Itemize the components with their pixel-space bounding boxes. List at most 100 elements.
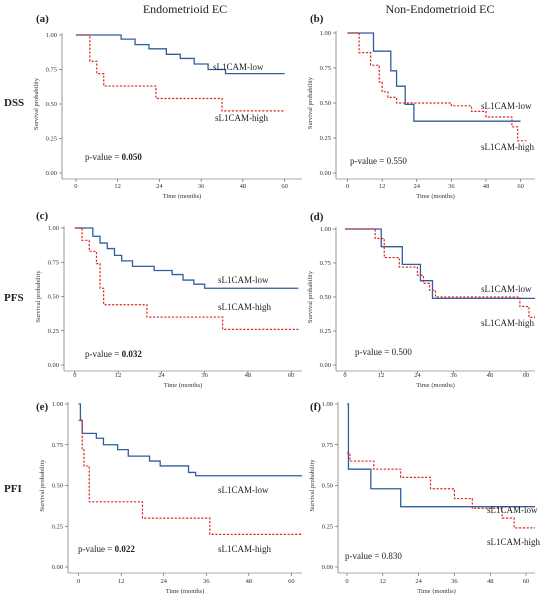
y-tick-label: 0.75: [320, 260, 331, 267]
y-tick-label: 1.00: [52, 401, 63, 408]
km-panel-b: (b) 0.00 0.25 0.50 0.75 1.00 0 12 24 36 48 60 Time (…: [307, 13, 535, 200]
row-label-dss: DSS: [4, 97, 24, 109]
km-panel-a: (a) 0.00 0.25 0.50 0.75 1.00 0 12 24 36 48 60 Time (…: [33, 13, 302, 200]
legend-label-sl1cam-low: sL1CAM-low: [218, 485, 269, 495]
y-tick-label: 0.25: [46, 136, 57, 143]
y-tick-label: 0.50: [48, 294, 59, 301]
panel-label: (c): [36, 210, 49, 222]
x-tick-label: 12: [115, 372, 122, 379]
series-line-sl1cam-high: [347, 32, 527, 142]
p-value-annotation: p-value = 0.032: [85, 349, 142, 359]
x-tick-label: 48: [245, 372, 252, 379]
series-line-sl1cam-high: [345, 228, 535, 318]
p-value-annotation: p-value = 0.022: [78, 544, 135, 554]
column-title-endometrioid: Endometrioid EC: [143, 2, 227, 16]
x-tick-label: 60: [288, 578, 295, 585]
panel-label: (b): [310, 13, 324, 25]
y-axis-label: Survival probability: [35, 270, 42, 323]
legend-label-sl1cam-high: sL1CAM-high: [481, 142, 535, 152]
y-axis-label: Survival probability: [39, 459, 46, 512]
x-axis-label: Time (months): [417, 588, 456, 595]
y-tick-label: 0.25: [52, 523, 63, 530]
x-tick-label: 36: [450, 372, 457, 379]
x-tick-label: 36: [448, 183, 455, 190]
y-tick-label: 0.50: [322, 483, 333, 490]
x-tick-label: 12: [379, 183, 386, 190]
legend-label-sl1cam-low: sL1CAM-low: [213, 62, 264, 72]
panel-label: (d): [310, 211, 324, 223]
x-axis-label: Time (months): [166, 588, 205, 595]
x-tick-label: 24: [415, 578, 422, 585]
y-tick-label: 0.25: [48, 328, 59, 335]
series-line-sl1cam-high: [346, 452, 535, 529]
km-panel-f: (f) 0.00 0.25 0.50 0.75 1.00 0 12 24 36 48 60 Time (…: [309, 401, 541, 595]
legend-label-sl1cam-low: sL1CAM-low: [481, 284, 532, 294]
panel-label: (f): [310, 401, 321, 413]
x-tick-label: 24: [414, 372, 421, 379]
series-line-sl1cam-low: [75, 34, 285, 75]
y-tick-label: 0.75: [52, 442, 63, 449]
y-tick-label: 1.00: [322, 401, 333, 408]
y-tick-label: 0.00: [46, 170, 57, 177]
x-tick-label: 24: [414, 183, 421, 190]
y-tick-label: 0.75: [46, 67, 57, 74]
series-line-sl1cam-low: [347, 32, 521, 122]
column-title-non-endometrioid: Non-Endometrioid EC: [386, 2, 495, 16]
panel-label: (e): [36, 401, 49, 413]
series-line-sl1cam-high: [74, 227, 299, 330]
x-tick-label: 12: [118, 578, 125, 585]
p-value-annotation: p-value = 0.830: [345, 551, 402, 561]
legend-label-sl1cam-high: sL1CAM-high: [215, 113, 269, 123]
x-tick-label: 12: [114, 183, 121, 190]
y-tick-label: 0.75: [48, 259, 59, 266]
series-line-sl1cam-high: [75, 34, 285, 112]
y-tick-label: 0.50: [320, 100, 331, 107]
legend-label-sl1cam-high: sL1CAM-high: [481, 318, 535, 328]
row-label-pfi: PFI: [4, 483, 22, 495]
x-tick-label: 36: [201, 372, 208, 379]
x-tick-label: 48: [487, 372, 494, 379]
legend-label-sl1cam-low: sL1CAM-low: [481, 101, 532, 111]
x-tick-label: 60: [517, 183, 524, 190]
panel-label: (a): [36, 13, 49, 25]
y-tick-label: 0.00: [48, 362, 59, 369]
x-tick-label: 24: [158, 372, 165, 379]
y-tick-label: 0.50: [320, 294, 331, 301]
km-panel-d: (d) 0.00 0.25 0.50 0.75 1.00 0 12 24 36 48 60 Time (…: [307, 211, 535, 389]
x-tick-label: 12: [380, 578, 387, 585]
legend-label-sl1cam-low: sL1CAM-low: [218, 275, 269, 285]
x-tick-label: 48: [483, 183, 490, 190]
x-axis-label: Time (months): [416, 193, 455, 200]
y-tick-label: 0.75: [320, 65, 331, 72]
x-axis-label: Time (months): [163, 193, 202, 200]
y-tick-label: 0.00: [322, 564, 333, 571]
x-tick-label: 36: [203, 578, 210, 585]
km-panel-c: (c) 0.00 0.25 0.50 0.75 1.00 0 12 24 36 48 60 Time (…: [35, 210, 302, 389]
y-tick-label: 0.25: [322, 523, 333, 530]
y-tick-label: 1.00: [320, 226, 331, 233]
x-tick-label: 0: [77, 578, 80, 585]
legend-label-sl1cam-low: sL1CAM-low: [487, 505, 538, 515]
km-panel-e: (e) 0.00 0.25 0.50 0.75 1.00 0 12 24 36 48 60 Time (…: [36, 401, 302, 595]
y-axis-label: Survival probability: [307, 270, 314, 323]
x-axis-label: Time (months): [416, 382, 455, 389]
x-tick-label: 0: [345, 578, 348, 585]
x-tick-label: 0: [346, 183, 349, 190]
y-tick-label: 1.00: [46, 32, 57, 39]
x-tick-label: 48: [487, 578, 494, 585]
y-axis-label: Survival probability: [309, 459, 316, 512]
x-axis-label: Time (months): [164, 382, 203, 389]
series-line-sl1cam-high: [78, 419, 302, 535]
x-tick-label: 36: [198, 183, 205, 190]
p-value-annotation: p-value = 0.500: [355, 347, 412, 357]
x-tick-label: 0: [73, 372, 76, 379]
x-tick-label: 60: [288, 372, 295, 379]
x-tick-label: 60: [281, 183, 288, 190]
series-line-sl1cam-low: [78, 403, 302, 477]
x-tick-label: 0: [343, 372, 346, 379]
panels-group: (a) 0.00 0.25 0.50 0.75 1.00 0 12 24 36 48 60 Time (…: [33, 13, 541, 595]
legend-label-sl1cam-high: sL1CAM-high: [487, 537, 541, 547]
x-tick-label: 48: [246, 578, 253, 585]
series-line-sl1cam-low: [74, 227, 299, 289]
